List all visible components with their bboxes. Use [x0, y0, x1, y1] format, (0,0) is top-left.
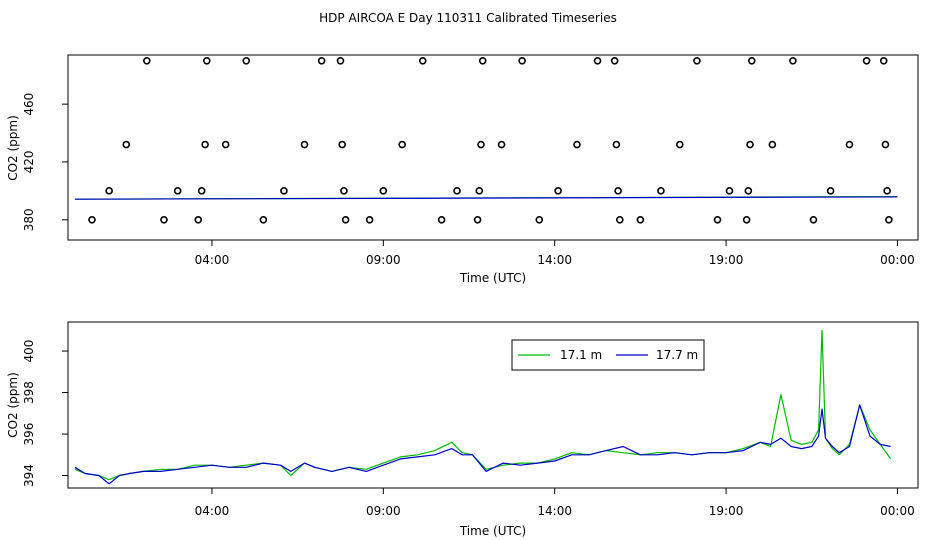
bottom-y-axis-label: CO2 (ppm): [6, 372, 20, 438]
series-line-17-7-m: [74, 404, 891, 485]
data-point: [300, 140, 309, 149]
data-point: [453, 187, 461, 195]
x-tick-label: 04:00: [195, 253, 230, 267]
data-point: [713, 215, 722, 224]
data-point: [742, 215, 751, 224]
data-point: [497, 140, 506, 149]
x-tick-label: 00:00: [880, 504, 915, 518]
x-tick-label: 14:00: [537, 253, 572, 267]
data-point: [105, 187, 113, 195]
data-point: [518, 56, 526, 65]
data-point: [747, 56, 756, 65]
legend-label-17-1: 17.1 m: [560, 348, 602, 362]
data-point: [614, 187, 622, 195]
data-point: [338, 140, 346, 149]
x-tick-label: 19:00: [709, 253, 744, 267]
y-tick-label: 400: [22, 340, 36, 363]
legend: 17.1 m 17.7 m: [511, 339, 705, 371]
data-point: [573, 140, 581, 149]
top-x-axis-label: Time (UTC): [459, 271, 526, 285]
data-point: [478, 56, 487, 65]
data-point: [881, 140, 890, 149]
bottom-panel: Time (UTC) CO2 (ppm) 17.1 m 17.7 m 04:00…: [6, 321, 919, 538]
y-tick-label: 396: [22, 423, 36, 446]
data-point: [122, 140, 131, 149]
data-point: [340, 187, 348, 195]
data-point: [675, 140, 684, 149]
y-tick-label: 398: [22, 381, 36, 404]
x-tick-label: 19:00: [709, 504, 744, 518]
data-point: [379, 187, 388, 195]
data-point: [826, 187, 835, 195]
data-point: [418, 56, 427, 65]
x-tick-label: 14:00: [537, 504, 572, 518]
x-tick-label: 00:00: [880, 253, 915, 267]
legend-label-17-7: 17.7 m: [656, 348, 698, 362]
data-point: [862, 56, 871, 65]
top-y-axis-label: CO2 (ppm): [6, 115, 20, 181]
series-line-17-1-m: [74, 329, 892, 481]
data-point: [744, 187, 753, 195]
data-point: [879, 56, 888, 65]
y-tick-label: 420: [22, 151, 36, 174]
data-point: [336, 56, 345, 65]
x-tick-label: 09:00: [366, 253, 401, 267]
data-point: [612, 140, 621, 149]
data-point: [201, 140, 209, 149]
data-point: [725, 187, 734, 195]
data-point: [610, 56, 619, 65]
data-point: [173, 187, 182, 195]
y-tick-label: 460: [22, 93, 36, 116]
data-point: [398, 140, 406, 149]
data-point: [885, 215, 893, 224]
data-point: [475, 187, 484, 195]
data-point: [221, 140, 230, 149]
data-point: [845, 140, 854, 149]
data-point: [616, 215, 624, 224]
data-point: [259, 215, 268, 224]
data-point: [143, 56, 151, 65]
data-point: [809, 215, 818, 224]
bottom-x-axis-label: Time (UTC): [459, 524, 526, 538]
data-point: [437, 215, 446, 224]
data-point: [242, 56, 251, 65]
data-point: [197, 187, 206, 195]
bottom-plot-frame: [67, 321, 919, 489]
data-point: [473, 215, 482, 224]
data-point: [746, 140, 754, 149]
series-line-1: [74, 196, 898, 200]
y-tick-label: 394: [22, 464, 36, 487]
data-point: [636, 215, 645, 224]
x-tick-label: 04:00: [195, 504, 230, 518]
data-point: [768, 140, 777, 149]
data-point: [160, 215, 168, 224]
data-point: [341, 215, 350, 224]
data-point: [194, 215, 203, 224]
data-point: [789, 56, 797, 65]
data-point: [883, 187, 891, 195]
data-point: [693, 56, 701, 65]
data-point: [280, 187, 288, 195]
y-tick-label: 380: [22, 208, 36, 231]
data-point: [365, 215, 374, 224]
page-title: HDP AIRCOA E Day 110311 Calibrated Times…: [319, 11, 617, 25]
data-point: [593, 56, 602, 65]
data-point: [203, 56, 211, 65]
data-point: [88, 215, 96, 224]
data-point: [657, 187, 665, 195]
top-panel: Time (UTC) CO2 (ppm) 04:00 09:00 14:00 19:0…: [6, 54, 919, 285]
data-point: [554, 187, 562, 195]
data-point: [477, 140, 485, 149]
data-point: [317, 56, 326, 65]
top-plot-frame: [67, 54, 919, 241]
x-tick-label: 09:00: [366, 504, 401, 518]
data-point: [535, 215, 544, 224]
